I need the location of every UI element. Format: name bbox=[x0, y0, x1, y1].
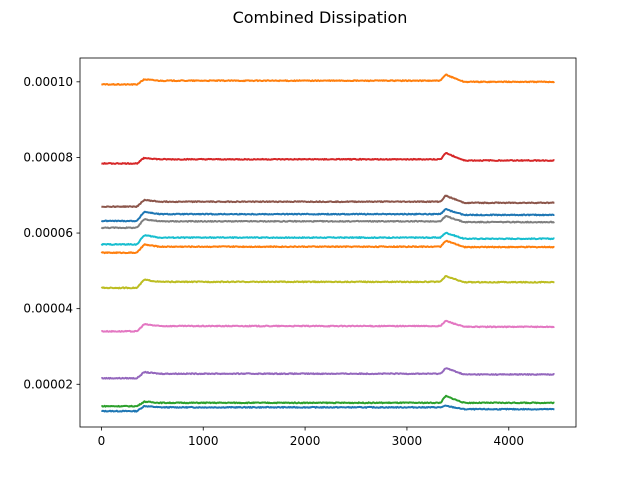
plot-frame bbox=[79, 57, 577, 428]
y-tick-label: 0.00004 bbox=[23, 302, 73, 316]
series-line bbox=[100, 207, 555, 223]
series-line bbox=[100, 239, 555, 255]
series-line bbox=[101, 367, 555, 380]
series-line bbox=[101, 194, 555, 209]
series-layer bbox=[100, 73, 555, 413]
y-tick-label: 0.00002 bbox=[23, 377, 73, 391]
x-axis: 0 1000 2000 3000 4000 bbox=[98, 427, 524, 448]
x-tick-label: 2000 bbox=[290, 434, 321, 448]
series-line bbox=[101, 151, 555, 165]
series-line bbox=[100, 319, 555, 333]
series-line bbox=[100, 231, 555, 246]
series-line bbox=[100, 275, 555, 290]
chart-title: Combined Dissipation bbox=[233, 8, 408, 27]
x-tick-label: 4000 bbox=[494, 434, 525, 448]
series-line bbox=[101, 404, 555, 413]
y-tick-label: 0.00008 bbox=[23, 150, 73, 164]
y-tick-label: 0.00010 bbox=[23, 75, 73, 89]
x-tick-label: 3000 bbox=[392, 434, 423, 448]
x-tick-label: 1000 bbox=[188, 434, 219, 448]
y-tick-label: 0.00006 bbox=[23, 226, 73, 240]
series-line bbox=[101, 394, 555, 408]
y-axis: 0.00002 0.00004 0.00006 0.00008 0.00010 bbox=[23, 75, 80, 391]
series-line bbox=[100, 215, 555, 230]
series-line bbox=[101, 73, 555, 86]
x-tick-label: 0 bbox=[98, 434, 106, 448]
